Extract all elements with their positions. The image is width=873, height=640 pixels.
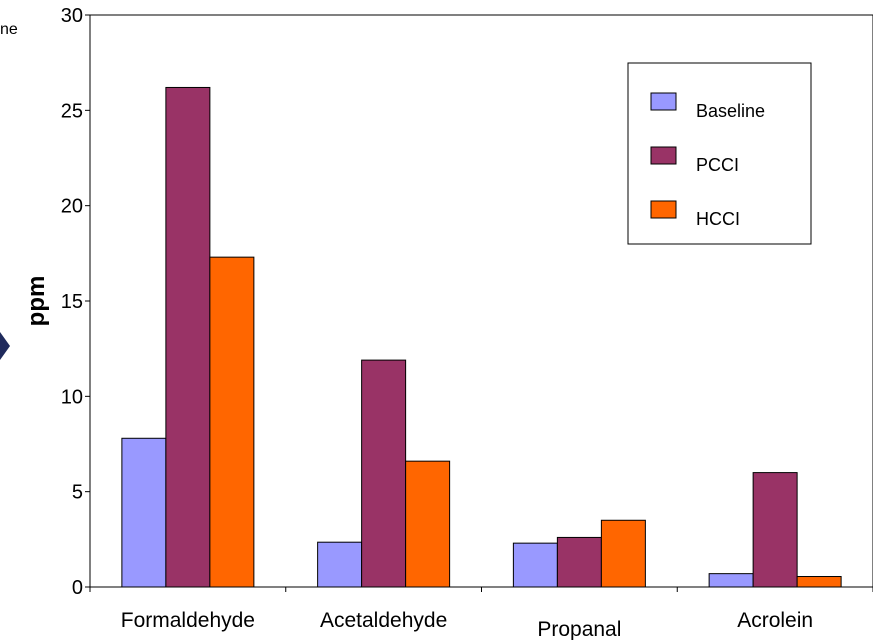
x-category-label: Acetaldehyde — [320, 609, 447, 632]
y-tick-label: 25 — [61, 100, 83, 122]
y-tick-label: 0 — [72, 577, 83, 599]
bar-hcci-acetaldehyde — [405, 460, 451, 588]
bar-baseline-propanal — [512, 542, 558, 588]
legend-swatch-hcci — [650, 200, 677, 219]
x-category-label: Propanal — [537, 618, 621, 640]
bar-pcci-acetaldehyde — [361, 359, 407, 588]
bar-pcci-acrolein — [752, 472, 798, 588]
bars-group — [121, 86, 842, 588]
x-category-label: Acrolein — [737, 609, 813, 632]
y-axis: 0 5 10 15 20 25 30 — [61, 5, 873, 599]
x-category-label: Formaldehyde — [121, 609, 255, 632]
x-axis-labels: Formaldehyde Acetaldehyde Propanal Acrolein — [121, 609, 813, 640]
bar-baseline-acrolein — [708, 573, 754, 588]
bar-pcci-propanal — [556, 536, 602, 588]
legend-swatch-pcci — [650, 146, 677, 165]
bar-baseline-acetaldehyde — [317, 541, 363, 588]
bar-hcci-acrolein — [796, 576, 842, 588]
bar-hcci-formaldehyde — [209, 256, 255, 588]
y-tick-label: 20 — [61, 196, 83, 218]
bar-baseline-formaldehyde — [121, 437, 167, 588]
y-axis-title: ppm — [23, 276, 50, 327]
y-tick-label: 10 — [61, 386, 83, 408]
bar-pcci-formaldehyde — [165, 86, 211, 588]
y-tick-label: 30 — [61, 5, 83, 27]
bar-hcci-propanal — [600, 519, 646, 588]
decorative-arrow-icon — [0, 332, 10, 360]
y-tick-label: 5 — [72, 482, 83, 504]
legend-label-baseline: Baseline — [696, 101, 765, 121]
legend-label-pcci: PCCI — [696, 155, 739, 175]
legend-swatch-baseline — [650, 92, 677, 111]
y-tick-label: 15 — [61, 291, 83, 313]
legend: Baseline PCCI HCCI — [627, 62, 812, 245]
legend-label-hcci: HCCI — [696, 209, 740, 229]
cropped-edge-text: ne — [0, 21, 18, 38]
